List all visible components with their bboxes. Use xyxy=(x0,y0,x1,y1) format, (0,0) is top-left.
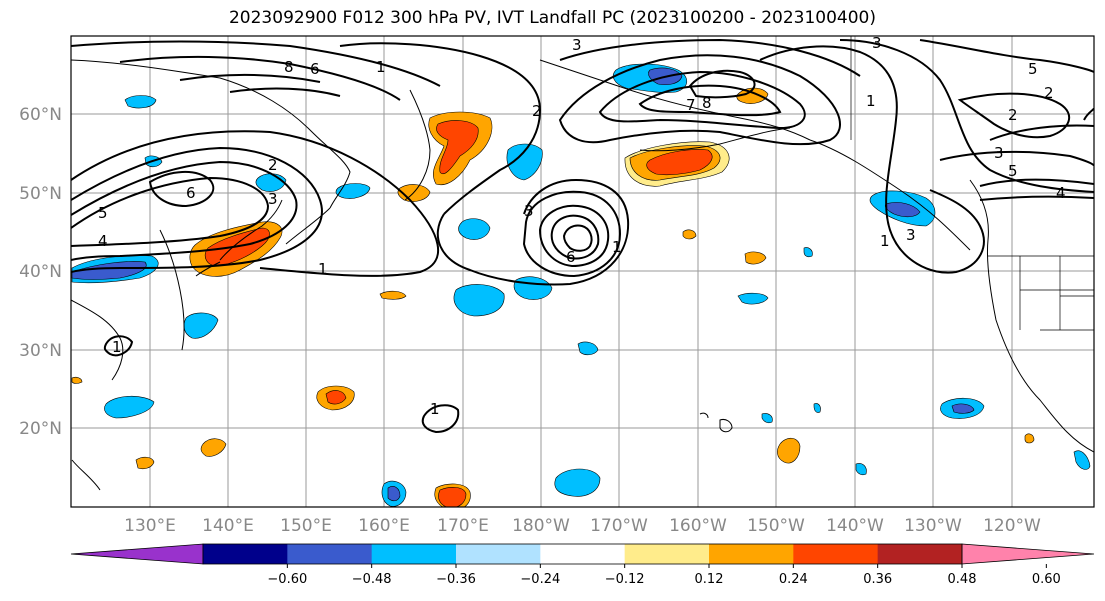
contour-label: 4 xyxy=(98,232,108,250)
contour-label: 1 xyxy=(880,232,890,250)
latitude-labels: 60°N 50°N 40°N 30°N 20°N xyxy=(19,105,62,439)
colorbar-segment xyxy=(624,544,710,564)
contour-label: 1 xyxy=(612,238,622,256)
contour-label: 3 xyxy=(994,144,1004,162)
contour-label: 8 xyxy=(702,94,712,112)
contour-label: 3 xyxy=(524,202,534,220)
lon-label: 150°W xyxy=(747,516,805,536)
colorbar-tick-label: 0.12 xyxy=(695,572,724,587)
lat-label: 50°N xyxy=(19,184,62,204)
contour-label: 5 xyxy=(1028,60,1038,78)
lon-label: 140°E xyxy=(202,516,254,536)
map-frame xyxy=(70,35,1095,508)
lat-label: 30°N xyxy=(19,341,62,361)
lon-label: 170°W xyxy=(590,516,648,536)
lon-label: 120°W xyxy=(983,516,1041,536)
contour-label: 5 xyxy=(98,204,108,222)
lon-label: 150°E xyxy=(280,516,332,536)
colorbar-segment xyxy=(709,544,794,564)
colorbar-tick-label: −0.36 xyxy=(436,572,476,587)
map-title: 2023092900 F012 300 hPa PV, IVT Landfall… xyxy=(228,8,876,28)
lat-label: 60°N xyxy=(19,105,62,125)
longitude-labels: 130°E 140°E 150°E 160°E 170°E 180°W 170°… xyxy=(124,516,1041,536)
contour-label: 2 xyxy=(532,102,542,120)
colorbar-tick-label: −0.48 xyxy=(352,572,392,587)
colorbar: −0.60 −0.48 −0.36 −0.24 −0.12 0.12 0.24 0.36 0.4… xyxy=(70,543,1095,587)
colorbar-segment xyxy=(287,544,373,564)
colorbar-tick-label: −0.24 xyxy=(520,572,560,587)
lon-label: 140°W xyxy=(826,516,884,536)
contour-label: 6 xyxy=(186,184,196,202)
contour-label: 3 xyxy=(268,190,278,208)
contour-labels: 3 2 8 6 1 2 6 3 5 7 8 1 2 3 5 4 6 4 1 3 … xyxy=(98,34,1066,418)
colorbar-tick-label: −0.12 xyxy=(605,572,645,587)
colorbar-segment xyxy=(456,544,541,564)
contour-label: 3 xyxy=(572,36,582,54)
lon-label: 130°W xyxy=(904,516,962,536)
coastlines xyxy=(71,59,1094,491)
contour-label: 1 xyxy=(318,260,328,278)
lon-label: 130°E xyxy=(124,516,176,536)
contour-label: 2 xyxy=(268,156,278,174)
colorbar-tick-label: −0.60 xyxy=(267,572,307,587)
contour-label: 6 xyxy=(310,60,320,78)
contour-label: 8 xyxy=(284,58,294,76)
colorbar-segment xyxy=(371,544,457,564)
colorbar-extend-high xyxy=(961,543,1095,565)
contour-label: 2 xyxy=(1008,106,1018,124)
lat-label: 40°N xyxy=(19,262,62,282)
colorbar-segment xyxy=(877,544,963,564)
colorbar-tick-label: 0.36 xyxy=(863,572,892,587)
lat-label: 20°N xyxy=(19,419,62,439)
contour-label: 2 xyxy=(1044,84,1054,102)
lon-label: 170°E xyxy=(437,516,489,536)
ivt-anomaly-shading xyxy=(71,63,1091,507)
colorbar-segment xyxy=(203,544,288,564)
colorbar-extend-low xyxy=(70,543,204,565)
contour-label: 6 xyxy=(566,248,576,266)
political-borders xyxy=(850,36,1094,331)
pv-contours xyxy=(71,38,1094,434)
colorbar-segment xyxy=(793,544,879,564)
colorbar-outline xyxy=(202,543,963,565)
contour-label: 1 xyxy=(430,400,440,418)
contour-label: 1 xyxy=(376,58,386,76)
lon-label: 180°W xyxy=(512,516,570,536)
contour-label: 7 xyxy=(686,96,696,114)
lon-label: 160°W xyxy=(669,516,727,536)
contour-label: 1 xyxy=(866,92,876,110)
contour-label: 3 xyxy=(906,226,916,244)
colorbar-segment xyxy=(540,544,626,564)
contour-label: 5 xyxy=(1008,162,1018,180)
colorbar-tick-label: 0.24 xyxy=(779,572,808,587)
colorbar-tick-label: 0.60 xyxy=(1032,572,1061,587)
colorbar-tick-label: 0.48 xyxy=(948,572,977,587)
contour-label: 3 xyxy=(872,34,882,52)
contour-label: 1 xyxy=(112,338,122,356)
lon-label: 160°E xyxy=(358,516,410,536)
contour-label: 4 xyxy=(1056,184,1066,202)
